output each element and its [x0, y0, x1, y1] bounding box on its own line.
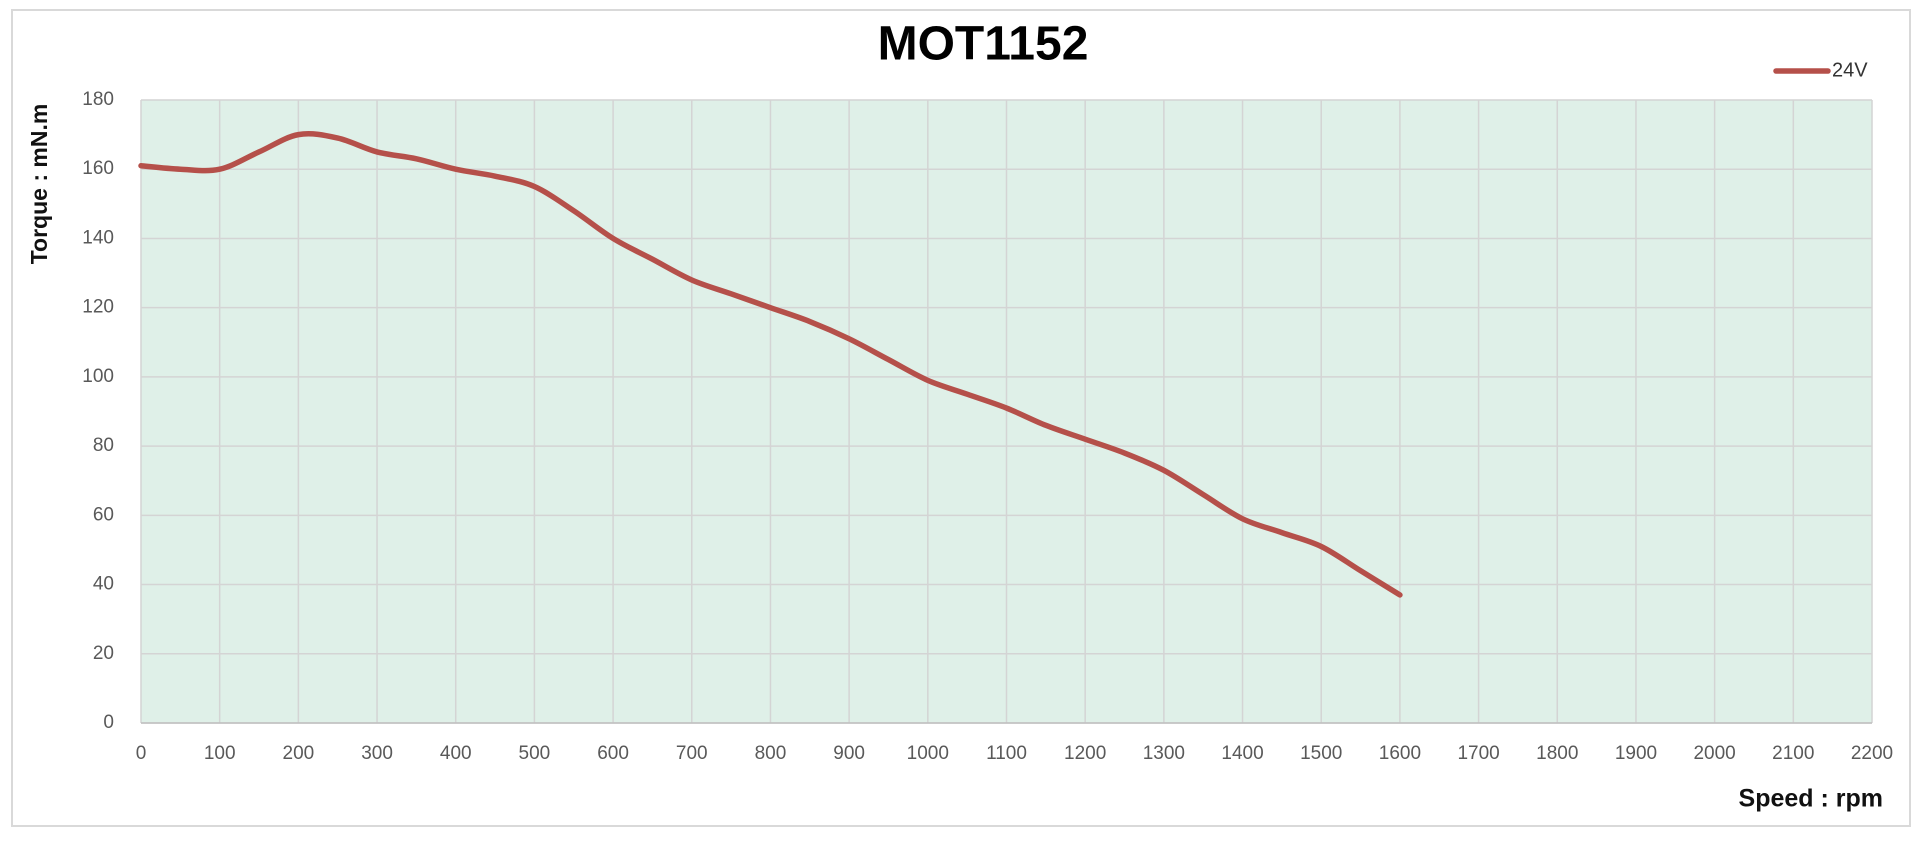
y-tick-label: 80 [93, 435, 114, 456]
chart-title: MOT1152 [878, 18, 1089, 71]
legend-label: 24V [1832, 59, 1868, 81]
x-tick-label: 1600 [1379, 743, 1421, 764]
y-tick-label: 0 [103, 712, 114, 733]
x-tick-label: 0 [136, 743, 147, 764]
y-tick-label: 180 [82, 89, 114, 110]
x-axis-label: Speed : rpm [1739, 785, 1883, 813]
y-tick-label: 140 [82, 227, 114, 248]
x-tick-label: 1000 [907, 743, 949, 764]
x-tick-label: 900 [833, 743, 865, 764]
x-tick-label: 2000 [1693, 743, 1735, 764]
x-tick-label: 400 [440, 743, 472, 764]
y-tick-label: 20 [93, 643, 114, 664]
x-tick-label: 600 [597, 743, 629, 764]
x-tick-label: 1400 [1221, 743, 1263, 764]
x-tick-label: 1200 [1064, 743, 1106, 764]
x-tick-label: 1700 [1457, 743, 1499, 764]
y-axis-label: Torque : mN.m [26, 104, 52, 265]
x-tick-label: 700 [676, 743, 708, 764]
x-tick-label: 2100 [1772, 743, 1814, 764]
x-tick-label: 1100 [986, 743, 1027, 764]
y-tick-label: 40 [93, 574, 114, 595]
y-tick-label: 160 [82, 158, 114, 179]
y-tick-label: 60 [93, 504, 114, 525]
x-tick-label: 1500 [1300, 743, 1342, 764]
x-tick-label: 2200 [1851, 743, 1893, 764]
x-tick-label: 1300 [1143, 743, 1185, 764]
y-tick-label: 120 [82, 297, 114, 318]
x-tick-label: 1900 [1615, 743, 1657, 764]
x-tick-label: 100 [204, 743, 236, 764]
x-tick-label: 200 [283, 743, 315, 764]
data-line [138, 131, 1403, 598]
y-tick-label: 100 [82, 366, 114, 387]
x-tick-label: 1800 [1536, 743, 1578, 764]
x-tick-label: 300 [361, 743, 393, 764]
x-tick-label: 500 [519, 743, 551, 764]
x-tick-label: 800 [755, 743, 787, 764]
